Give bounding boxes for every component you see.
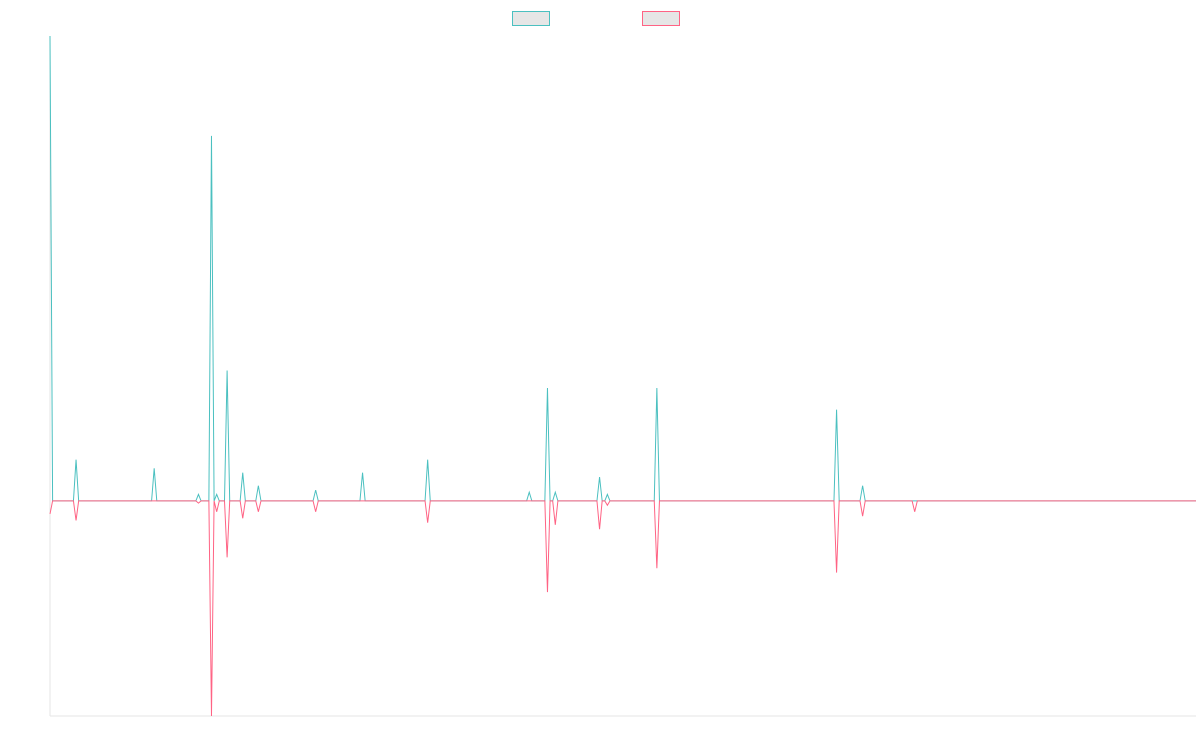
chart-series-layer xyxy=(49,35,1196,717)
legend-item-series-2[interactable] xyxy=(642,9,680,27)
chart-axes xyxy=(49,36,1196,717)
series-line-1[interactable] xyxy=(49,35,1196,502)
chart-legend xyxy=(0,9,1196,27)
legend-swatch-series-1 xyxy=(512,10,550,26)
legend-item-series-1[interactable] xyxy=(512,9,550,27)
legend-swatch-series-2 xyxy=(642,10,680,26)
series-line-2[interactable] xyxy=(49,500,1196,717)
